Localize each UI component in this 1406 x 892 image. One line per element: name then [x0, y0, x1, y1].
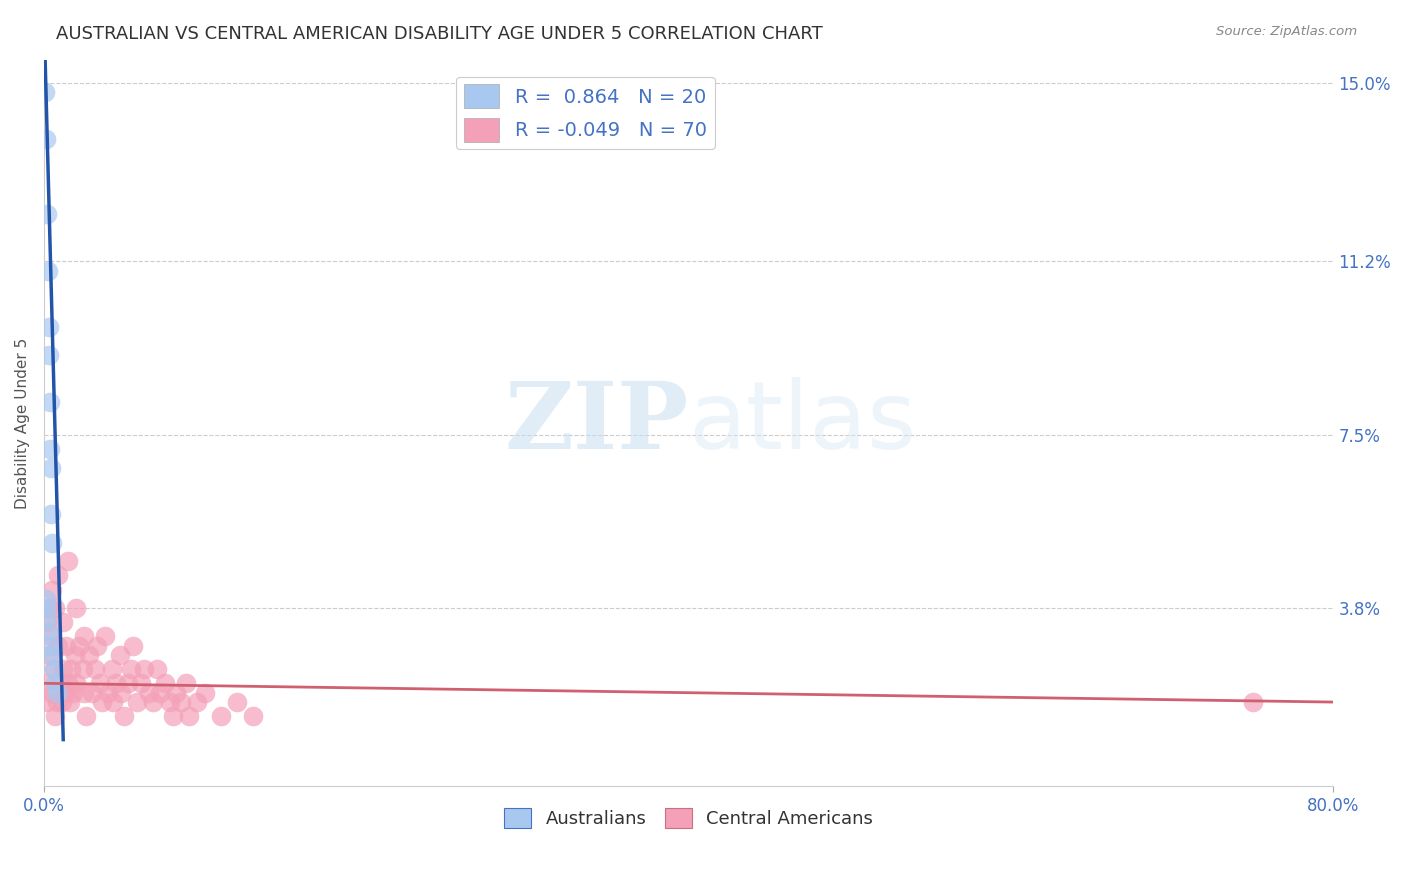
Point	[86, 639, 108, 653]
Point	[45, 695, 67, 709]
Point	[38, 648, 60, 662]
Point	[38, 601, 60, 615]
Point	[39, 639, 62, 653]
Point	[103, 695, 125, 709]
Point	[100, 662, 122, 676]
Point	[165, 686, 187, 700]
Point	[34, 591, 56, 606]
Point	[44, 601, 66, 615]
Text: AUSTRALIAN VS CENTRAL AMERICAN DISABILITY AGE UNDER 5 CORRELATION CHART: AUSTRALIAN VS CENTRAL AMERICAN DISABILIT…	[56, 25, 823, 43]
Point	[62, 686, 84, 700]
Point	[170, 695, 193, 709]
Point	[44, 709, 66, 723]
Point	[48, 568, 70, 582]
Point	[97, 686, 120, 700]
Point	[75, 709, 97, 723]
Point	[42, 662, 65, 676]
Point	[37, 207, 59, 221]
Text: atlas: atlas	[689, 377, 917, 469]
Point	[37, 610, 59, 624]
Point	[89, 676, 111, 690]
Point	[149, 686, 172, 700]
Point	[63, 648, 86, 662]
Point	[77, 648, 100, 662]
Point	[226, 695, 249, 709]
Point	[108, 648, 131, 662]
Point	[94, 629, 117, 643]
Text: ZIP: ZIP	[505, 378, 689, 468]
Point	[56, 554, 79, 568]
Point	[49, 676, 72, 690]
Point	[121, 639, 143, 653]
Point	[105, 676, 128, 690]
Point	[127, 695, 149, 709]
Point	[65, 601, 87, 615]
Point	[60, 662, 83, 676]
Point	[34, 676, 56, 690]
Point	[120, 662, 142, 676]
Point	[159, 695, 181, 709]
Point	[186, 695, 208, 709]
Point	[65, 676, 87, 690]
Point	[39, 629, 62, 643]
Point	[37, 263, 59, 277]
Point	[39, 442, 62, 456]
Point	[51, 695, 73, 709]
Point	[34, 132, 56, 146]
Point	[242, 709, 264, 723]
Point	[38, 395, 60, 409]
Legend: Australians, Central Americans: Australians, Central Americans	[496, 801, 880, 836]
Point	[129, 676, 152, 690]
Point	[52, 662, 75, 676]
Point	[35, 601, 58, 615]
Point	[162, 709, 184, 723]
Point	[138, 686, 160, 700]
Point	[38, 319, 60, 334]
Point	[41, 648, 63, 662]
Point	[45, 686, 67, 700]
Point	[41, 535, 63, 549]
Point	[38, 624, 60, 639]
Point	[72, 662, 94, 676]
Point	[41, 582, 63, 597]
Point	[42, 662, 65, 676]
Point	[209, 709, 232, 723]
Point	[174, 676, 197, 690]
Point	[41, 686, 63, 700]
Point	[34, 86, 56, 100]
Point	[67, 639, 90, 653]
Y-axis label: Disability Age Under 5: Disability Age Under 5	[15, 337, 30, 508]
Point	[153, 676, 176, 690]
Point	[117, 676, 139, 690]
Point	[82, 686, 104, 700]
Point	[38, 348, 60, 362]
Point	[48, 639, 70, 653]
Point	[84, 662, 107, 676]
Point	[73, 629, 96, 643]
Point	[142, 695, 165, 709]
Point	[56, 676, 79, 690]
Point	[90, 695, 112, 709]
Point	[73, 686, 96, 700]
Text: Source: ZipAtlas.com: Source: ZipAtlas.com	[1216, 25, 1357, 38]
Point	[55, 639, 77, 653]
Point	[44, 676, 66, 690]
Point	[145, 662, 167, 676]
Point	[39, 460, 62, 475]
Point	[114, 709, 136, 723]
Point	[110, 686, 132, 700]
Point	[132, 662, 155, 676]
Point	[53, 686, 76, 700]
Point	[52, 615, 75, 630]
Point	[37, 615, 59, 630]
Point	[39, 508, 62, 522]
Point	[37, 695, 59, 709]
Point	[194, 686, 217, 700]
Point	[1241, 695, 1264, 709]
Point	[177, 709, 200, 723]
Point	[59, 695, 82, 709]
